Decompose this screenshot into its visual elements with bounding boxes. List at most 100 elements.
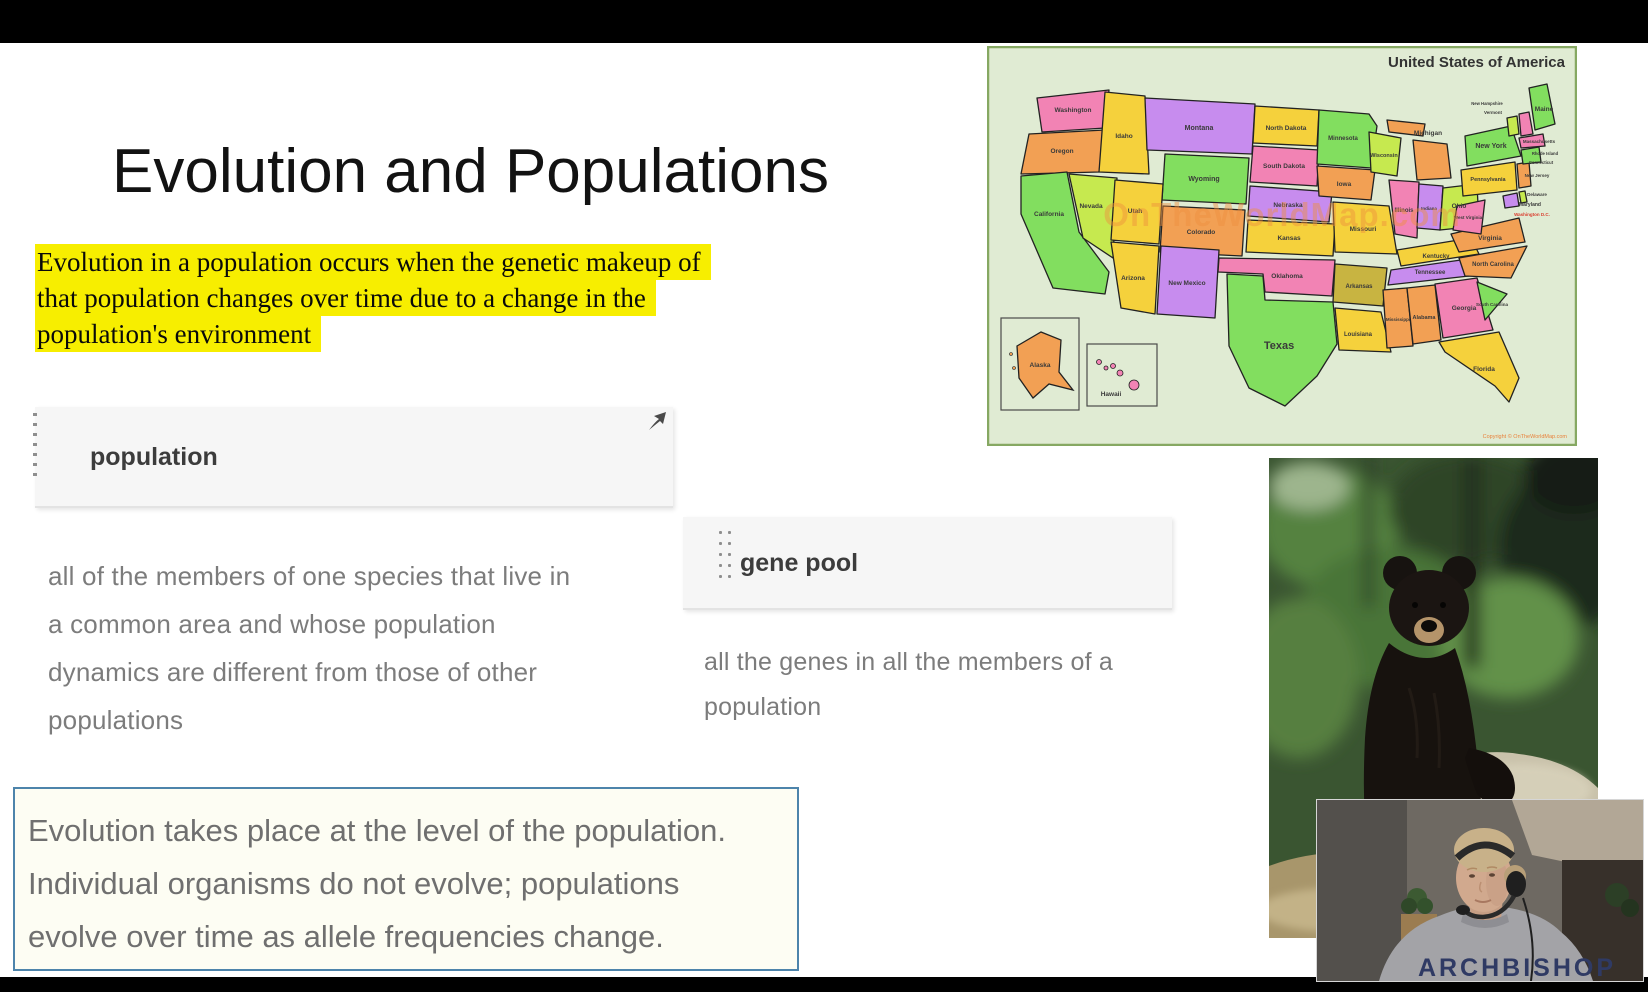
state-label: Delaware bbox=[1527, 192, 1547, 197]
definition-line: populations bbox=[48, 705, 184, 735]
state-label: West Virginia bbox=[1454, 215, 1483, 220]
flashcard-header: gene pool bbox=[683, 517, 1172, 610]
state-shapes bbox=[1020, 83, 1556, 407]
state-label: Rhode Island bbox=[1532, 151, 1559, 156]
definition-line: dynamics are different from those of oth… bbox=[48, 657, 538, 687]
term-label: gene pool bbox=[740, 549, 859, 577]
state-label: Nebraska bbox=[1273, 202, 1303, 209]
eye bbox=[1489, 873, 1495, 877]
hawaii-inset: Hawaii bbox=[1086, 343, 1158, 407]
definition-line: population bbox=[704, 693, 822, 721]
callout-line: Individual organisms do not evolve; popu… bbox=[28, 866, 680, 901]
state-label: Maryland bbox=[1519, 202, 1541, 208]
eye bbox=[1469, 874, 1475, 878]
bottom-letterbox-bar bbox=[0, 977, 1648, 992]
state-label: South Dakota bbox=[1263, 163, 1305, 170]
state-label: Utah bbox=[1128, 208, 1142, 215]
nose bbox=[1478, 881, 1483, 893]
state-label: New Hampshire bbox=[1471, 101, 1503, 106]
state-label: Tennessee bbox=[1415, 270, 1446, 276]
state-label: South Carolina bbox=[1476, 302, 1508, 307]
state-label: Mississippi bbox=[1386, 317, 1410, 322]
highlight-line: that population changes over time due to… bbox=[35, 280, 656, 316]
state-label: Idaho bbox=[1115, 133, 1132, 140]
drag-handle-icon[interactable] bbox=[33, 413, 37, 483]
state-label: Indiana bbox=[1421, 206, 1437, 211]
state-label: Ohio bbox=[1452, 203, 1467, 210]
state-label: Virginia bbox=[1478, 235, 1502, 242]
state-label: Washington bbox=[1055, 107, 1092, 114]
shirt-text: ARCHBISHOP bbox=[1418, 954, 1616, 981]
state-label: Hawaii bbox=[1101, 391, 1122, 398]
state-label: Iowa bbox=[1337, 181, 1352, 188]
state-label: Oklahoma bbox=[1271, 273, 1303, 280]
eyebrows bbox=[1466, 866, 1498, 871]
map-copyright: Copyright © OnTheWorldMap.com bbox=[1483, 433, 1568, 440]
flashcard-population: population all of the members of one spe… bbox=[33, 407, 673, 747]
alaska-inset: Alaska bbox=[1000, 317, 1080, 411]
definition-line: all the genes in all the members of a bbox=[704, 648, 1114, 676]
headset-icon bbox=[1454, 841, 1534, 981]
state-label: Connecticut bbox=[1529, 160, 1554, 165]
state-label: California bbox=[1034, 211, 1064, 218]
state-label: Texas bbox=[1264, 340, 1294, 352]
us-map-image: United States of America bbox=[987, 46, 1577, 446]
state-label: Massachusetts bbox=[1523, 139, 1556, 144]
map-title: United States of America bbox=[1388, 54, 1566, 71]
state-label: Montana bbox=[1185, 125, 1214, 132]
state-label: North Carolina bbox=[1472, 262, 1514, 268]
state-label: Illinois bbox=[1394, 208, 1414, 214]
state-label: New York bbox=[1475, 143, 1506, 150]
torso bbox=[1379, 905, 1593, 981]
definition-text: all the genes in all the members of a po… bbox=[704, 640, 1113, 730]
state-label: Louisiana bbox=[1344, 332, 1373, 338]
callout-line: evolve over time as allele frequencies c… bbox=[28, 919, 664, 954]
state-label: Kansas bbox=[1277, 235, 1301, 242]
definition-line: a common area and whose population bbox=[48, 609, 496, 639]
slide-title: Evolution and Populations bbox=[112, 137, 829, 206]
shirt-collar bbox=[1461, 914, 1509, 928]
state-label: Pennsylvania bbox=[1470, 177, 1506, 183]
webcam-overlay: ARCHBISHOP bbox=[1316, 799, 1644, 982]
wall-light bbox=[1512, 800, 1643, 878]
state-label: Oregon bbox=[1050, 148, 1073, 155]
term-label: population bbox=[90, 443, 218, 471]
state-label: Alabama bbox=[1413, 315, 1437, 321]
person-figure: ARCHBISHOP bbox=[1379, 828, 1616, 981]
state-label: Florida bbox=[1473, 366, 1495, 373]
top-letterbox-bar bbox=[0, 0, 1648, 43]
state-label: Alaska bbox=[1030, 362, 1051, 369]
highlighted-paragraph: Evolution in a population occurs when th… bbox=[35, 244, 711, 352]
state-label: Michigan bbox=[1414, 130, 1442, 137]
state-label: Vermont bbox=[1484, 110, 1503, 115]
state-label: North Dakota bbox=[1266, 125, 1307, 132]
map-watermark: OnTheWorldMap.com bbox=[1103, 196, 1460, 233]
state-label: Washington D.C. bbox=[1514, 212, 1550, 217]
forest-foliage bbox=[1269, 458, 1598, 758]
flashcard-header: population bbox=[33, 407, 673, 508]
expand-arrow-icon[interactable] bbox=[645, 409, 669, 433]
highlight-line: Evolution in a population occurs when th… bbox=[35, 244, 711, 280]
definition-text: all of the members of one species that l… bbox=[48, 552, 570, 744]
flashcard-gene-pool: gene pool all the genes in all the membe… bbox=[683, 517, 1172, 732]
drag-handle-icon[interactable] bbox=[716, 527, 732, 581]
state-label: Arizona bbox=[1121, 275, 1145, 282]
highlight-line: population's environment bbox=[35, 316, 322, 352]
callout-box: Evolution takes place at the level of th… bbox=[13, 787, 799, 971]
state-label: Nevada bbox=[1079, 203, 1103, 210]
callout-line: Evolution takes place at the level of th… bbox=[28, 813, 726, 848]
hair bbox=[1454, 828, 1514, 872]
state-label: Colorado bbox=[1187, 229, 1216, 236]
state-label: Georgia bbox=[1452, 305, 1477, 312]
state-label: Minnesota bbox=[1328, 136, 1358, 142]
state-label: Wyoming bbox=[1188, 176, 1219, 183]
state-label: Wisconsin bbox=[1370, 153, 1398, 159]
background-plant bbox=[1605, 883, 1639, 917]
mouth bbox=[1474, 899, 1492, 903]
state-label: Kentucky bbox=[1422, 254, 1450, 260]
state-label: Arkansas bbox=[1345, 284, 1373, 290]
state-label: New Mexico bbox=[1168, 280, 1205, 287]
wall-shadow bbox=[1317, 800, 1407, 981]
definition-line: all of the members of one species that l… bbox=[48, 561, 571, 591]
